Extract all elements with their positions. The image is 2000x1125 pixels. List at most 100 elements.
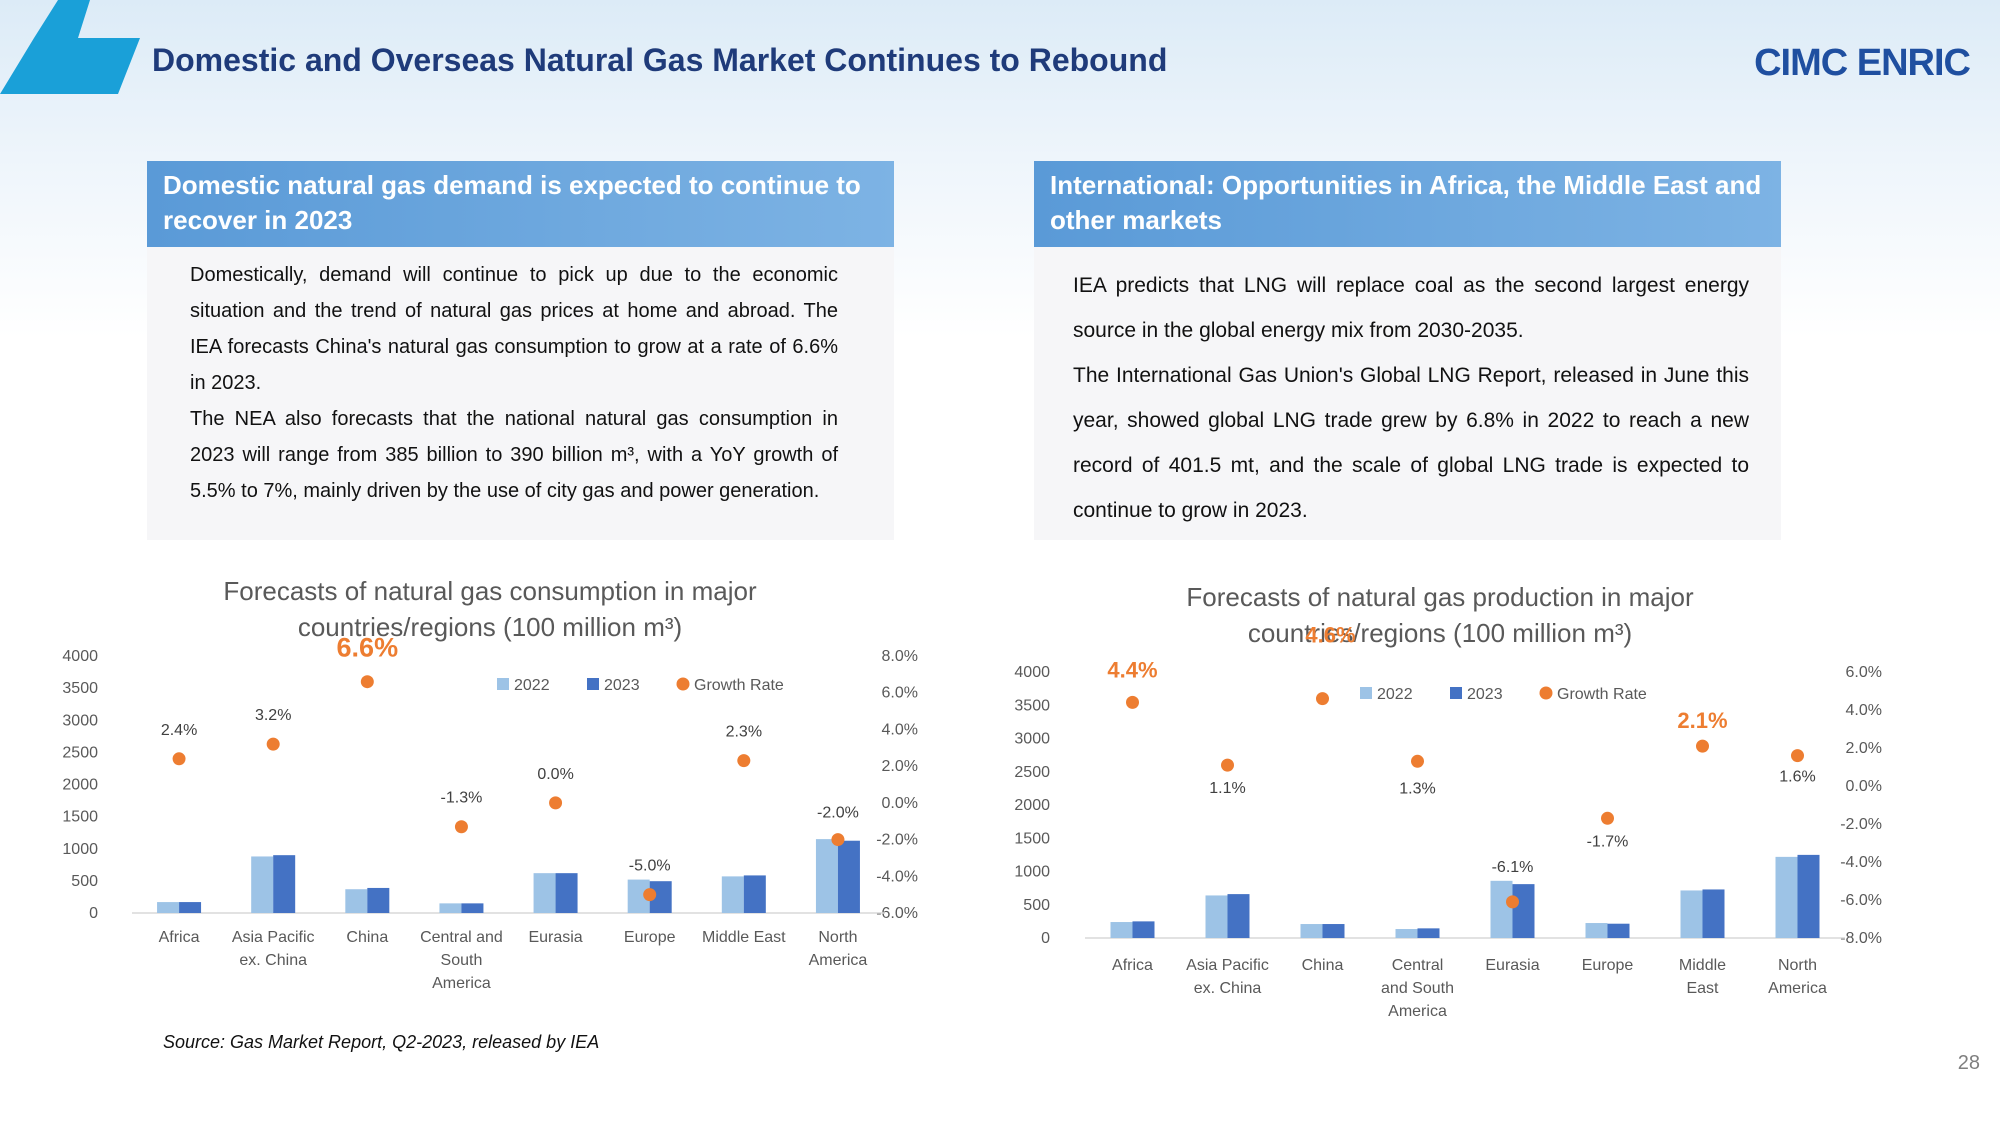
growth-rate-label: -1.3% — [441, 790, 483, 807]
bar-2023 — [555, 873, 578, 913]
bar-2023 — [837, 840, 860, 913]
legend-swatch — [1450, 687, 1462, 699]
bar-2023 — [1227, 894, 1250, 938]
bar-2023 — [1702, 889, 1725, 938]
source-note: Source: Gas Market Report, Q2-2023, rele… — [163, 1032, 600, 1052]
y2-axis-tick-label: -2.0% — [1840, 816, 1882, 833]
bar-2023 — [367, 887, 390, 913]
growth-rate-dot — [1411, 754, 1424, 768]
bar-2022 — [815, 839, 838, 913]
legend-label: 2022 — [514, 677, 550, 694]
bar-2022 — [1680, 890, 1703, 938]
bar-2023 — [743, 875, 766, 913]
bar-2022 — [721, 876, 744, 913]
y2-axis-tick-label: 2.0% — [882, 758, 918, 775]
growth-rate-label: 4.6% — [1305, 623, 1355, 648]
y2-axis-tick-label: 8.0% — [882, 648, 918, 665]
left-paragraph-2: The NEA also forecasts that the national… — [190, 408, 838, 502]
bar-2023 — [179, 902, 202, 913]
legend-label: 2022 — [1377, 686, 1413, 703]
growth-rate-dot — [643, 888, 657, 902]
bar-2022 — [439, 903, 462, 913]
category-label: America — [432, 975, 491, 992]
growth-rate-dot — [831, 833, 845, 847]
y2-axis-tick-label: 4.0% — [1846, 702, 1882, 719]
growth-rate-label: 4.4% — [1107, 657, 1157, 682]
y2-axis-tick-label: -2.0% — [876, 832, 918, 849]
bar-2023 — [1607, 923, 1630, 938]
category-label: Eurasia — [528, 929, 582, 946]
category-label: South — [441, 952, 483, 969]
bar-2023 — [461, 903, 484, 913]
category-label: Asia Pacific — [1186, 957, 1269, 974]
bar-2022 — [627, 879, 650, 913]
category-label: America — [1388, 1003, 1447, 1020]
growth-rate-dot — [737, 754, 751, 768]
growth-rate-dot — [1696, 739, 1709, 753]
growth-rate-dot — [1506, 895, 1519, 909]
y2-axis-tick-label: 0.0% — [882, 795, 918, 812]
right-panel-heading: International: Opportunities in Africa, … — [1034, 161, 1781, 247]
bar-2022 — [533, 873, 556, 913]
category-label: and South — [1381, 980, 1454, 997]
category-label: Europe — [624, 929, 676, 946]
bar-2023 — [1797, 854, 1820, 938]
bar-2022 — [1775, 856, 1798, 938]
y-axis-tick-label: 1000 — [62, 841, 98, 858]
chart-title-line: Forecasts of natural gas production in m… — [1186, 582, 1694, 612]
category-label: Central and — [420, 929, 503, 946]
category-label: ex. China — [1194, 980, 1262, 997]
bar-2022 — [1490, 880, 1513, 938]
bar-2022 — [1585, 923, 1608, 938]
legend-label: Growth Rate — [1557, 686, 1647, 703]
bar-2023 — [1512, 884, 1535, 938]
category-label: North — [1778, 957, 1817, 974]
y2-axis-tick-label: 6.0% — [882, 685, 918, 702]
y-axis-tick-label: 2000 — [62, 777, 98, 794]
bar-2022 — [1300, 924, 1323, 938]
growth-rate-label: 1.3% — [1399, 780, 1435, 797]
growth-rate-label: -5.0% — [629, 858, 671, 875]
category-label: Africa — [159, 929, 200, 946]
corner-accent-shape — [0, 0, 140, 94]
y2-axis-tick-label: 4.0% — [882, 721, 918, 738]
growth-rate-label: 6.6% — [337, 633, 399, 663]
y-axis-tick-label: 1000 — [1014, 864, 1050, 881]
category-label: Middle — [1679, 957, 1726, 974]
growth-rate-dot — [1126, 695, 1139, 709]
y-axis-tick-label: 4000 — [1014, 664, 1050, 681]
chart-title-line: countries/regions (100 million m³) — [298, 612, 682, 642]
category-label: Asia Pacific — [232, 929, 315, 946]
y-axis-tick-label: 500 — [71, 873, 98, 890]
legend-swatch — [587, 678, 599, 690]
right-paragraph-2: The International Gas Union's Global LNG… — [1073, 364, 1749, 522]
growth-rate-label: 1.6% — [1779, 769, 1815, 786]
bar-2022 — [1205, 895, 1228, 938]
chart-title-line: countries/regions (100 million m³) — [1248, 618, 1632, 648]
y2-axis-tick-label: -4.0% — [1840, 854, 1882, 871]
page-number: 28 — [1957, 1052, 1980, 1074]
growth-rate-dot — [1601, 811, 1614, 825]
growth-rate-dot — [360, 675, 374, 689]
legend-swatch — [1360, 687, 1372, 699]
bar-2023 — [1417, 928, 1440, 938]
growth-rate-dot — [266, 737, 280, 751]
page-title: Domestic and Overseas Natural Gas Market… — [152, 42, 1168, 78]
legend-swatch — [1539, 686, 1553, 700]
bar-2023 — [1322, 924, 1345, 938]
category-label: Middle East — [702, 929, 786, 946]
legend-swatch — [676, 677, 690, 691]
category-label: East — [1686, 980, 1719, 997]
y-axis-tick-label: 1500 — [62, 809, 98, 826]
y2-axis-tick-label: -4.0% — [876, 868, 918, 885]
bar-2022 — [157, 902, 180, 913]
growth-rate-label: 3.2% — [255, 707, 291, 724]
y-axis-tick-label: 0 — [89, 905, 98, 922]
category-label: Central — [1392, 957, 1444, 974]
y2-axis-tick-label: -6.0% — [876, 905, 918, 922]
y-axis-tick-label: 2000 — [1014, 797, 1050, 814]
bar-2023 — [1132, 921, 1155, 938]
growth-rate-label: -6.1% — [1492, 859, 1534, 876]
category-label: America — [809, 952, 868, 969]
y-axis-tick-label: 1500 — [1014, 830, 1050, 847]
